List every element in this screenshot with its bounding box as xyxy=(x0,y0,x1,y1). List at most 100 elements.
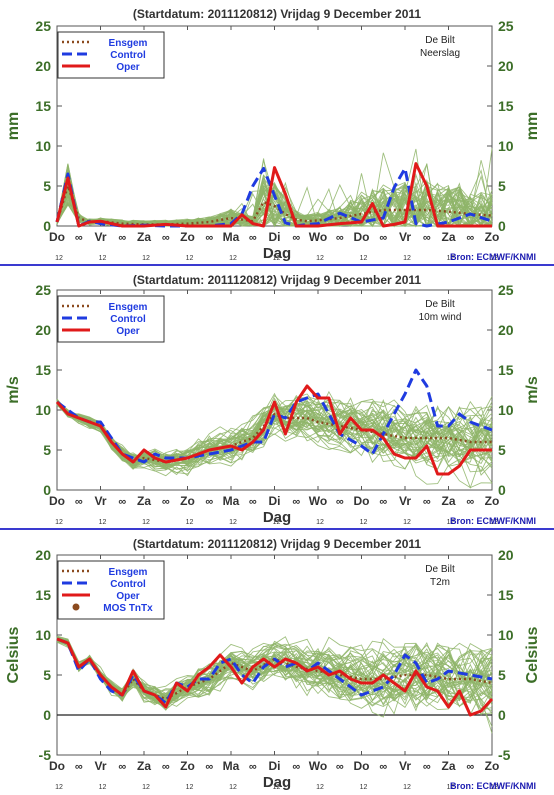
y-tick-label-left: 25 xyxy=(35,282,51,298)
x-mid-marker: ∞ xyxy=(292,761,300,773)
ensemble-member-line xyxy=(56,637,493,707)
x-day-label: Di xyxy=(269,230,281,244)
y-tick-label-right: 15 xyxy=(498,98,514,114)
y-tick-label-left: 20 xyxy=(35,547,51,563)
x-day-label: Do xyxy=(354,494,370,508)
x-day-label: Wo xyxy=(309,230,327,244)
x-hour-label: 12 xyxy=(403,255,411,262)
y-tick-label-left: 10 xyxy=(35,627,51,643)
y-axis-label-left: Celsius xyxy=(5,626,22,683)
x-mid-marker: ∞ xyxy=(162,761,170,773)
x-mid-marker: ∞ xyxy=(162,232,170,244)
x-day-label: Vr xyxy=(399,230,411,244)
x-hour-label: 12 xyxy=(447,255,455,262)
ensemble-member-line xyxy=(56,173,493,228)
y-tick-label-right: 25 xyxy=(498,282,514,298)
x-day-label: Do xyxy=(49,230,65,244)
x-axis-label: Dag xyxy=(263,774,291,791)
x-mid-marker: ∞ xyxy=(423,761,431,773)
legend-marker-mos xyxy=(72,603,80,611)
y-tick-label-right: 15 xyxy=(498,587,514,603)
legend-label: Oper xyxy=(116,591,139,602)
source-label: Bron: ECMWF/KNMI xyxy=(450,781,536,791)
separator-2 xyxy=(0,528,554,530)
legend-label: Control xyxy=(110,579,146,590)
x-day-label: Za xyxy=(137,759,151,773)
x-mid-marker: ∞ xyxy=(423,232,431,244)
y-tick-label-right: 0 xyxy=(498,482,506,498)
y-tick-label-left: 15 xyxy=(35,587,51,603)
y-axis-label-left: m/s xyxy=(5,376,22,404)
x-day-label: Wo xyxy=(309,759,327,773)
x-day-label: Vr xyxy=(94,230,106,244)
x-mid-marker: ∞ xyxy=(379,496,387,508)
y-tick-label-left: 15 xyxy=(35,362,51,378)
x-day-label: Zo xyxy=(180,494,195,508)
y-tick-label-right: 20 xyxy=(498,322,514,338)
x-hour-label: 12 xyxy=(55,519,63,526)
panel-title: (Startdatum: 2011120812) Vrijdag 9 Decem… xyxy=(133,7,421,21)
x-day-label: Do xyxy=(354,230,370,244)
variable-label: T2m xyxy=(430,577,450,588)
x-mid-marker: ∞ xyxy=(118,761,126,773)
x-hour-label: 12 xyxy=(360,255,368,262)
station-label: De Bilt xyxy=(425,299,455,310)
x-hour-label: 12 xyxy=(99,255,107,262)
x-mid-marker: ∞ xyxy=(336,496,344,508)
legend-label: MOS TnTx xyxy=(103,603,153,614)
x-mid-marker: ∞ xyxy=(249,496,257,508)
x-hour-label: 12 xyxy=(273,519,281,526)
x-day-label: Za xyxy=(441,759,455,773)
temperature-panel: (Startdatum: 2011120812) Vrijdag 9 Decem… xyxy=(5,537,541,791)
x-hour-label: 12 xyxy=(403,519,411,526)
x-day-label: Zo xyxy=(180,230,195,244)
y-tick-label-right: 5 xyxy=(498,667,506,683)
y-tick-label-left: 5 xyxy=(43,442,51,458)
x-day-label: Vr xyxy=(399,494,411,508)
x-day-label: Vr xyxy=(399,759,411,773)
x-hour-label: 12 xyxy=(229,784,237,791)
y-tick-label-left: 5 xyxy=(43,667,51,683)
x-hour-label: 12 xyxy=(229,519,237,526)
x-mid-marker: ∞ xyxy=(75,232,83,244)
x-hour-label: 12 xyxy=(186,784,194,791)
source-label: Bron: ECMWF/KNMI xyxy=(450,516,536,526)
x-hour-label: 12 xyxy=(186,255,194,262)
legend-label: Ensgem xyxy=(109,567,148,578)
x-day-label: Za xyxy=(137,230,151,244)
station-label: De Bilt xyxy=(425,564,455,575)
x-hour-label: 12 xyxy=(447,784,455,791)
x-hour-label: 12 xyxy=(273,784,281,791)
x-mid-marker: ∞ xyxy=(205,232,213,244)
x-day-label: Di xyxy=(269,759,281,773)
y-tick-label-right: 10 xyxy=(498,138,514,154)
legend-label: Control xyxy=(110,314,146,325)
x-axis-label: Dag xyxy=(263,509,291,526)
x-hour-label: 12 xyxy=(316,784,324,791)
x-day-label: Ma xyxy=(223,759,240,773)
y-tick-label-right: 20 xyxy=(498,547,514,563)
x-axis-label: Dag xyxy=(263,245,291,262)
y-tick-label-left: 10 xyxy=(35,138,51,154)
x-hour-label: 12 xyxy=(360,519,368,526)
x-hour-label: 12 xyxy=(229,255,237,262)
y-tick-label-right: 0 xyxy=(498,218,506,234)
x-hour-label: 12 xyxy=(55,255,63,262)
x-hour-label: 12 xyxy=(55,784,63,791)
oper-line xyxy=(56,637,494,717)
station-label: De Bilt xyxy=(425,35,455,46)
y-tick-label-left: 10 xyxy=(35,402,51,418)
x-mid-marker: ∞ xyxy=(379,232,387,244)
y-tick-label-left: 0 xyxy=(43,482,51,498)
legend-label: Ensgem xyxy=(109,302,148,313)
x-day-label: Do xyxy=(49,494,65,508)
x-mid-marker: ∞ xyxy=(292,496,300,508)
y-tick-label-right: 25 xyxy=(498,18,514,34)
precipitation-panel: (Startdatum: 2011120812) Vrijdag 9 Decem… xyxy=(5,7,541,262)
y-tick-label-right: 15 xyxy=(498,362,514,378)
panel-title: (Startdatum: 2011120812) Vrijdag 9 Decem… xyxy=(133,537,421,551)
x-mid-marker: ∞ xyxy=(118,496,126,508)
x-hour-label: 12 xyxy=(403,784,411,791)
x-day-label: Za xyxy=(137,494,151,508)
x-mid-marker: ∞ xyxy=(336,761,344,773)
